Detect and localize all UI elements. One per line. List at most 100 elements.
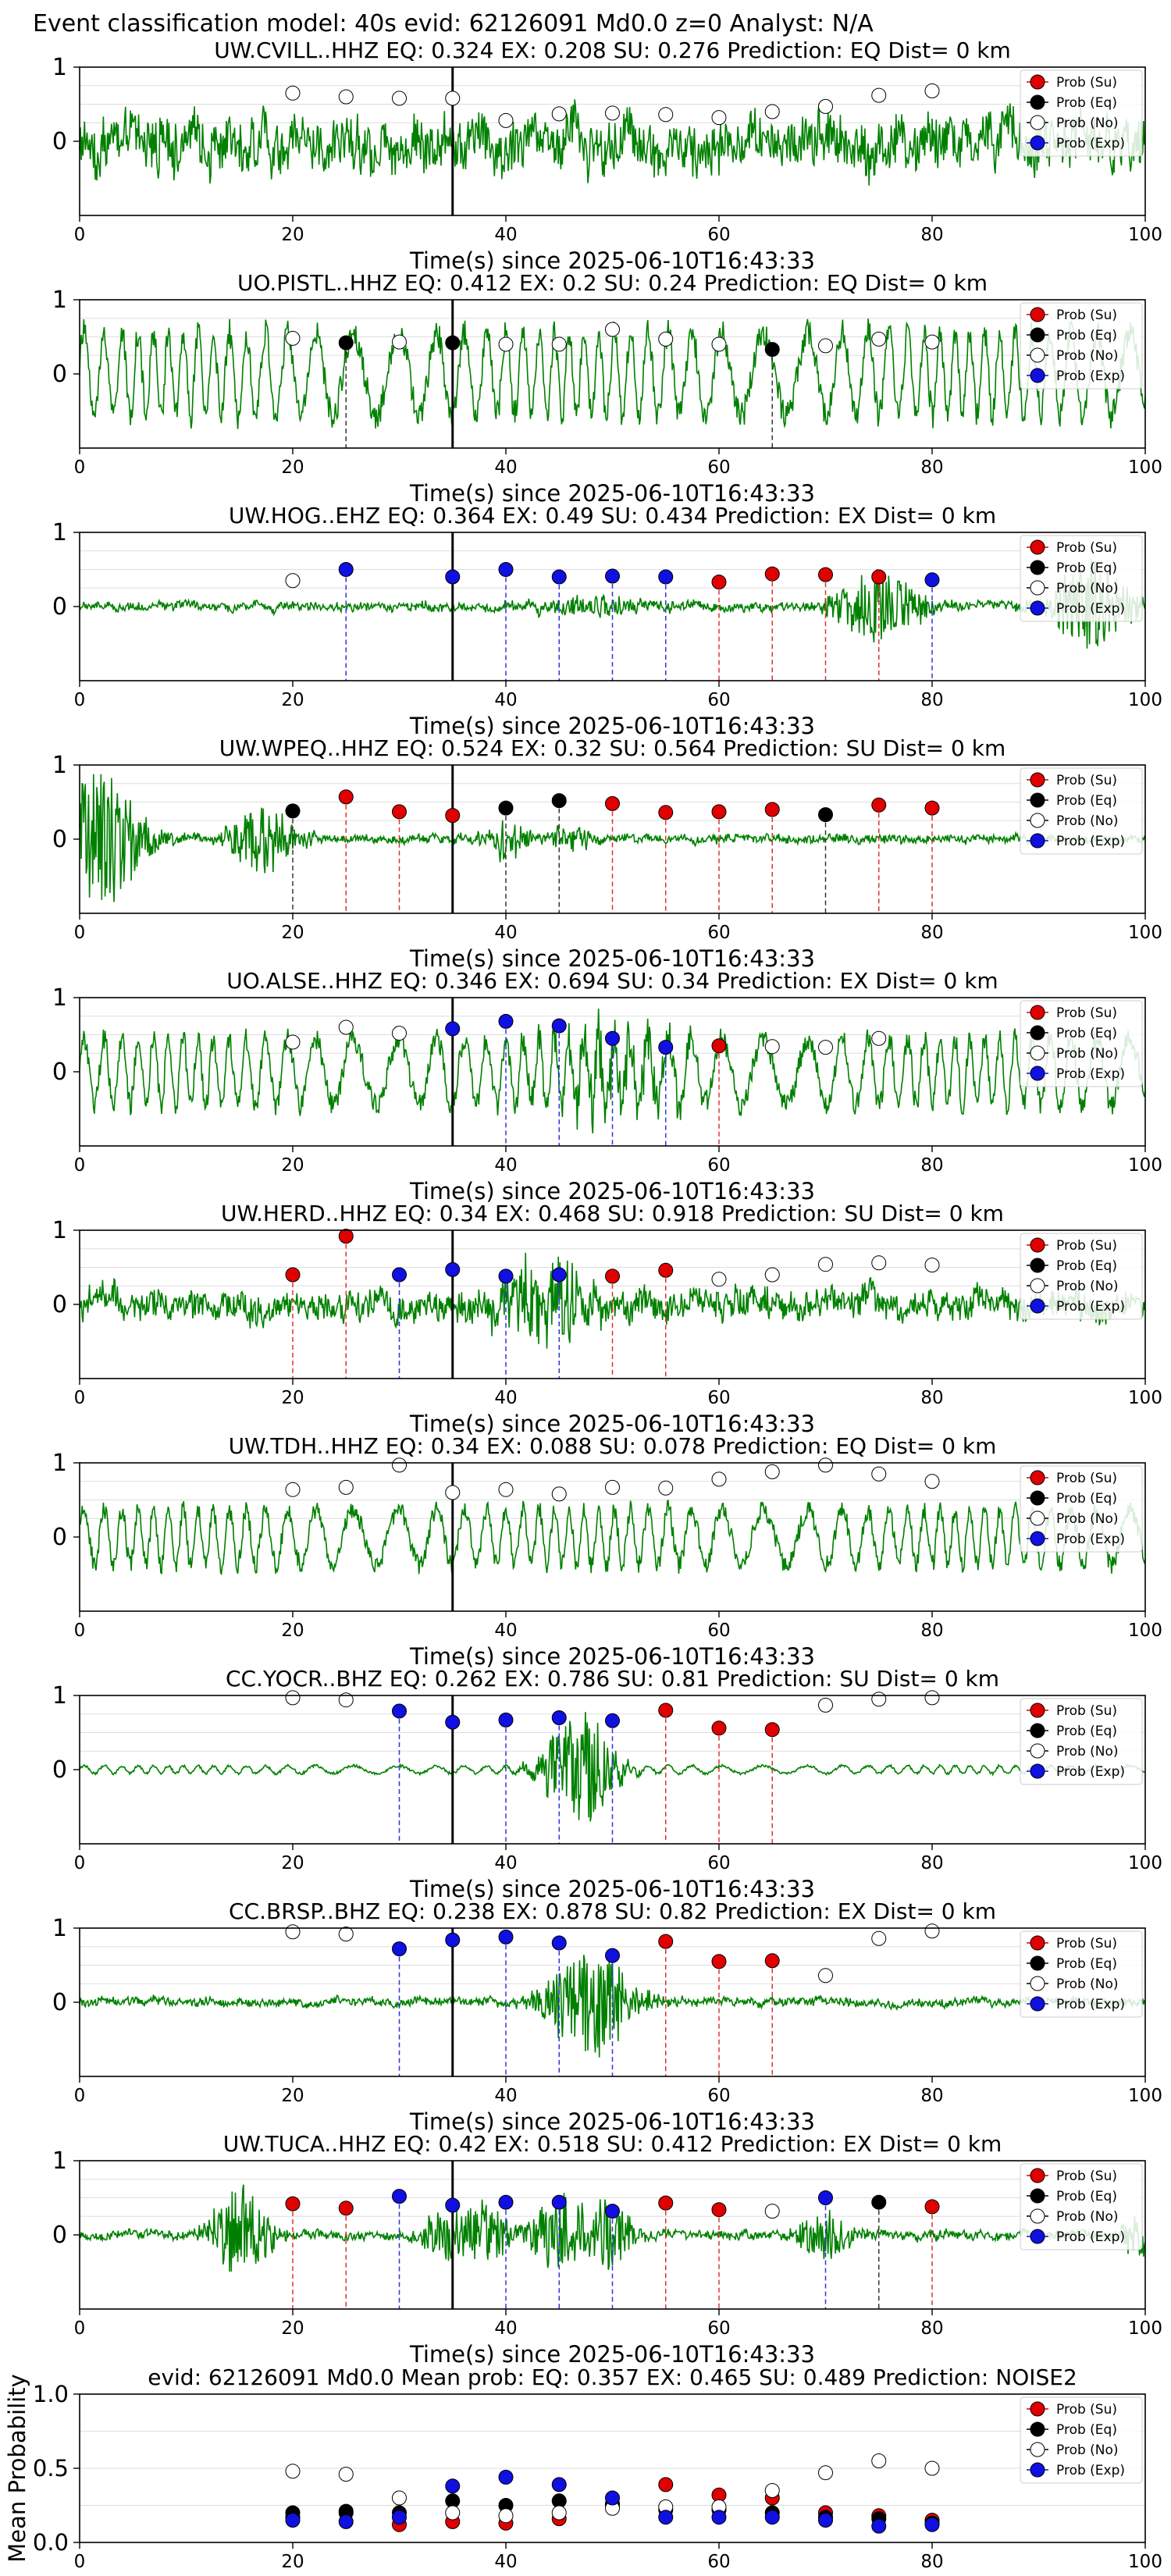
x-tick-label: 80 (920, 1621, 943, 1641)
legend-label: Prob (Eq) (1056, 1724, 1117, 1739)
legend-label: Prob (Exp) (1056, 368, 1125, 384)
legend-label: Prob (Exp) (1056, 1066, 1125, 1082)
x-tick-label: 60 (707, 923, 730, 943)
prob-point-exp (551, 1935, 567, 1951)
chart-title: CC.BRSP..BHZ EQ: 0.238 EX: 0.878 SU: 0.8… (229, 1898, 996, 1924)
x-tick-label: 80 (920, 1853, 943, 1873)
legend-marker-eq (1030, 2188, 1045, 2204)
x-tick-label: 100 (1128, 1388, 1162, 1408)
x-tick-label: 100 (1128, 2086, 1162, 2106)
y-tick-label: 0 (52, 1989, 67, 2016)
prob-point-no (871, 331, 887, 347)
legend-label: Prob (Su) (1056, 1703, 1117, 1719)
x-tick-label: 80 (920, 457, 943, 478)
prob-point-no (871, 87, 887, 103)
prob-point-no (285, 330, 301, 346)
prob-point-no (498, 336, 514, 352)
mean-point-exp (445, 2478, 461, 2494)
legend-marker-su (1030, 1703, 1045, 1718)
x-tick-label: 80 (920, 2086, 943, 2106)
prob-point-exp (392, 2189, 407, 2204)
legend-label: Prob (No) (1056, 2443, 1119, 2458)
legend-box (1020, 1465, 1143, 1553)
prob-point-exp (498, 1013, 514, 1029)
x-tick-label: 0 (74, 923, 86, 943)
x-axis-label: Time(s) since 2025-06-10T16:43:33 (409, 480, 815, 507)
prob-point-su (711, 1038, 727, 1054)
mean-point-exp (711, 2510, 727, 2525)
legend-label: Prob (Exp) (1056, 1997, 1125, 2012)
legend-label: Prob (Exp) (1056, 1764, 1125, 1780)
chart-title: UW.HERD..HHZ EQ: 0.34 EX: 0.468 SU: 0.91… (221, 1201, 1004, 1226)
legend-marker-eq (1030, 560, 1045, 575)
prob-point-no (764, 104, 780, 119)
legend-label: Prob (No) (1056, 813, 1119, 829)
prob-point-no (285, 1924, 301, 1940)
legend-label: Prob (No) (1056, 1511, 1119, 1527)
plot-frame (79, 1927, 1146, 2077)
prob-point-no (924, 1258, 940, 1273)
x-tick-label: 60 (707, 457, 730, 478)
legend-marker-exp (1030, 1996, 1045, 2012)
prob-point-no (711, 1272, 727, 1287)
prob-point-su (711, 2202, 727, 2218)
prob-point-su (818, 567, 833, 582)
legend-label: Prob (Su) (1056, 2169, 1117, 2184)
prob-point-no (871, 1692, 887, 1707)
prob-point-no (871, 1255, 887, 1271)
legend-label: Prob (Exp) (1056, 1299, 1125, 1315)
chart-panel-4: UW.WPEQ..HHZ EQ: 0.524 EX: 0.32 SU: 0.56… (52, 735, 1162, 972)
prob-point-su (285, 2196, 301, 2211)
prob-point-exp (605, 568, 620, 584)
prob-point-no (924, 334, 940, 350)
prob-point-su (658, 805, 674, 820)
prob-point-su (445, 808, 461, 824)
legend-label: Prob (Exp) (1056, 2463, 1125, 2478)
legend-box (1020, 1930, 1143, 2018)
legend-marker-no (1030, 1045, 1045, 1061)
prob-point-no (658, 331, 674, 347)
y-tick-label: 1 (52, 286, 67, 314)
prob-point-su (658, 1262, 674, 1278)
y-tick-label: 0 (52, 128, 67, 155)
x-tick-label: 20 (281, 1853, 304, 1873)
legend-marker-no (1030, 580, 1045, 596)
legend-marker-su (1030, 539, 1045, 555)
prob-point-su (711, 804, 727, 820)
waveform-trace (79, 1499, 1146, 1576)
chart-title: CC.YOCR..BHZ EQ: 0.262 EX: 0.786 SU: 0.8… (226, 1666, 999, 1692)
prob-point-no (498, 112, 514, 128)
legend-box (1020, 1233, 1143, 1320)
x-tick-label: 40 (494, 1155, 517, 1176)
legend-label: Prob (Su) (1056, 1471, 1117, 1486)
y-tick-label: 1 (52, 752, 67, 779)
prob-point-su (658, 1703, 674, 1718)
prob-point-exp (605, 1713, 620, 1728)
x-tick-label: 20 (281, 1621, 304, 1641)
prob-point-no (338, 1019, 354, 1035)
legend-marker-exp (1030, 1531, 1045, 1546)
x-tick-label: 40 (494, 1388, 517, 1408)
prob-point-no (338, 1927, 354, 1942)
legend-marker-su (1030, 2168, 1045, 2183)
prob-point-su (711, 1720, 727, 1736)
legend-label: Prob (No) (1056, 2209, 1119, 2225)
mean-point-exp (551, 2477, 567, 2492)
legend-label: Prob (Su) (1056, 773, 1117, 788)
mean-point-su (658, 2477, 674, 2492)
legend-marker-eq (1030, 327, 1045, 343)
mean-point-no (392, 2490, 407, 2506)
chart-panel-2: UO.PISTL..HHZ EQ: 0.412 EX: 0.2 SU: 0.24… (52, 270, 1162, 507)
mean-point-exp (764, 2510, 780, 2525)
prob-point-exp (551, 1018, 567, 1034)
x-tick-label: 80 (920, 923, 943, 943)
mean-point-no (445, 2505, 461, 2521)
waveform-trace (79, 318, 1146, 429)
x-tick-label: 60 (707, 2086, 730, 2106)
prob-point-su (764, 802, 780, 817)
prob-point-no (711, 1471, 727, 1487)
legend-marker-exp (1030, 600, 1045, 616)
chart-title: UW.TUCA..HHZ EQ: 0.42 EX: 0.518 SU: 0.41… (223, 2131, 1002, 2157)
x-tick-label: 40 (494, 1853, 517, 1873)
prob-point-no (392, 1457, 407, 1473)
